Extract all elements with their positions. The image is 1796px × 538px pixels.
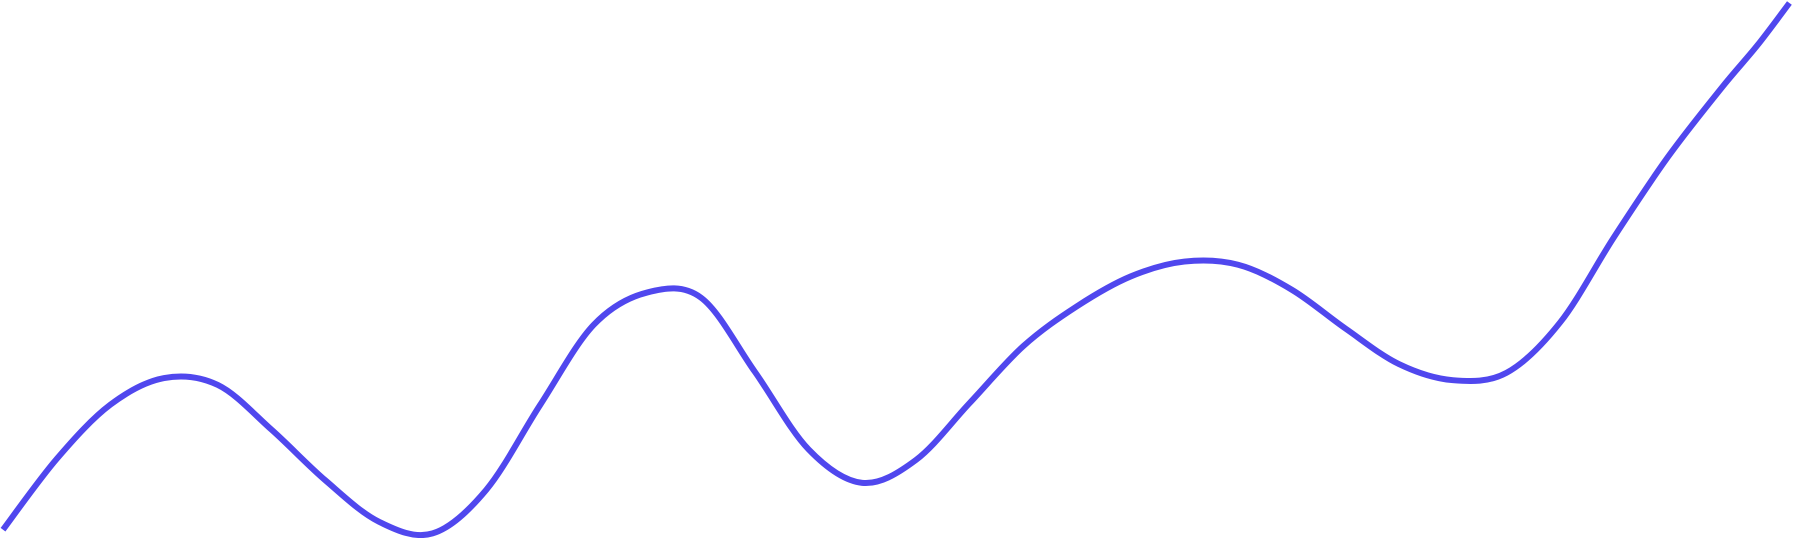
series-layer bbox=[0, 1, 1792, 538]
line-chart bbox=[0, 1, 1792, 538]
chart-canvas bbox=[0, 1, 1792, 538]
series-line-1 bbox=[0, 1, 1792, 538]
